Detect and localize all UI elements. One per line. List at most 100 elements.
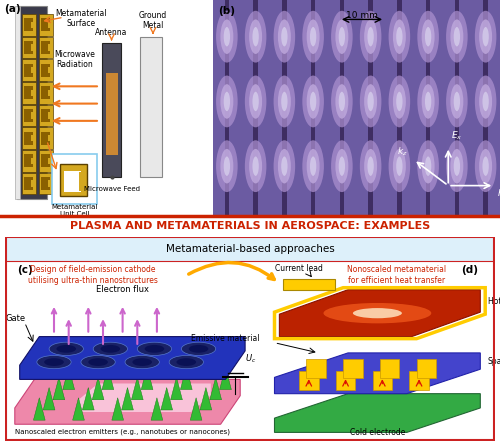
Bar <box>32 135 34 142</box>
Ellipse shape <box>425 92 432 111</box>
Ellipse shape <box>274 140 295 192</box>
Bar <box>282 0 286 216</box>
Ellipse shape <box>338 27 345 46</box>
Polygon shape <box>92 377 104 400</box>
Ellipse shape <box>336 84 348 119</box>
Text: Current lead: Current lead <box>275 264 323 273</box>
Polygon shape <box>180 367 192 390</box>
FancyBboxPatch shape <box>416 359 436 378</box>
Bar <box>42 109 50 122</box>
Bar <box>32 180 34 187</box>
Ellipse shape <box>482 157 489 176</box>
FancyBboxPatch shape <box>343 359 362 378</box>
Bar <box>42 64 50 77</box>
Ellipse shape <box>224 92 230 111</box>
Ellipse shape <box>310 157 316 176</box>
Bar <box>24 109 32 122</box>
Ellipse shape <box>224 157 230 176</box>
Ellipse shape <box>176 358 196 366</box>
Bar <box>48 67 51 73</box>
Ellipse shape <box>182 342 216 356</box>
Bar <box>32 67 34 73</box>
Ellipse shape <box>422 149 434 183</box>
Bar <box>24 177 32 190</box>
Bar <box>42 177 50 190</box>
Polygon shape <box>17 7 47 198</box>
Ellipse shape <box>138 342 172 356</box>
Polygon shape <box>274 394 480 433</box>
Ellipse shape <box>281 157 287 176</box>
Ellipse shape <box>324 303 432 324</box>
Bar <box>42 132 50 145</box>
Ellipse shape <box>278 84 291 119</box>
Polygon shape <box>20 336 245 380</box>
Ellipse shape <box>446 76 468 127</box>
Polygon shape <box>34 398 45 420</box>
Bar <box>32 112 34 119</box>
Ellipse shape <box>454 157 460 176</box>
Ellipse shape <box>44 358 64 366</box>
Ellipse shape <box>100 345 120 353</box>
Ellipse shape <box>216 76 238 127</box>
FancyBboxPatch shape <box>372 371 392 390</box>
Ellipse shape <box>422 84 434 119</box>
Ellipse shape <box>422 20 434 54</box>
Polygon shape <box>151 398 163 420</box>
Ellipse shape <box>446 11 468 63</box>
Polygon shape <box>190 398 202 420</box>
Bar <box>42 154 50 167</box>
Polygon shape <box>72 398 85 420</box>
Ellipse shape <box>418 11 439 63</box>
Bar <box>22 59 36 81</box>
Ellipse shape <box>388 11 410 63</box>
Polygon shape <box>15 380 240 424</box>
Text: Design of field-emission cathode
utilising ultra-thin nanostructures: Design of field-emission cathode utilisi… <box>28 265 158 285</box>
Bar <box>48 135 51 142</box>
Bar <box>40 105 53 126</box>
Polygon shape <box>53 377 65 400</box>
Ellipse shape <box>88 358 108 366</box>
Ellipse shape <box>364 20 377 54</box>
Bar <box>426 0 430 216</box>
Ellipse shape <box>360 76 382 127</box>
Ellipse shape <box>446 140 468 192</box>
Ellipse shape <box>338 157 345 176</box>
Polygon shape <box>122 388 134 410</box>
Polygon shape <box>280 290 480 336</box>
Ellipse shape <box>278 20 291 54</box>
Polygon shape <box>78 384 211 412</box>
Bar <box>24 154 32 167</box>
Ellipse shape <box>388 140 410 192</box>
Bar <box>42 86 50 99</box>
Polygon shape <box>63 367 74 390</box>
Bar <box>48 44 51 51</box>
Ellipse shape <box>360 11 382 63</box>
Text: Microwave
Radiation: Microwave Radiation <box>54 50 95 69</box>
Ellipse shape <box>245 76 266 127</box>
Bar <box>40 150 53 172</box>
Bar <box>22 14 36 36</box>
Bar <box>48 112 51 119</box>
Ellipse shape <box>306 20 320 54</box>
Ellipse shape <box>56 345 76 353</box>
Ellipse shape <box>450 84 464 119</box>
Ellipse shape <box>482 92 489 111</box>
Ellipse shape <box>336 20 348 54</box>
Bar <box>48 158 51 164</box>
Bar <box>484 0 488 216</box>
Text: Electron flux: Electron flux <box>96 285 149 294</box>
Text: Spacer: Spacer <box>488 356 500 365</box>
Bar <box>22 173 36 194</box>
Ellipse shape <box>49 342 84 356</box>
Polygon shape <box>210 377 222 400</box>
Polygon shape <box>102 367 114 390</box>
Ellipse shape <box>450 149 464 183</box>
Ellipse shape <box>144 345 165 353</box>
Ellipse shape <box>360 140 382 192</box>
Bar <box>24 64 32 77</box>
Ellipse shape <box>454 92 460 111</box>
Text: Microwave Feed: Microwave Feed <box>84 186 140 192</box>
Ellipse shape <box>245 11 266 63</box>
Text: $E_x$: $E_x$ <box>451 130 462 142</box>
Polygon shape <box>112 398 124 420</box>
